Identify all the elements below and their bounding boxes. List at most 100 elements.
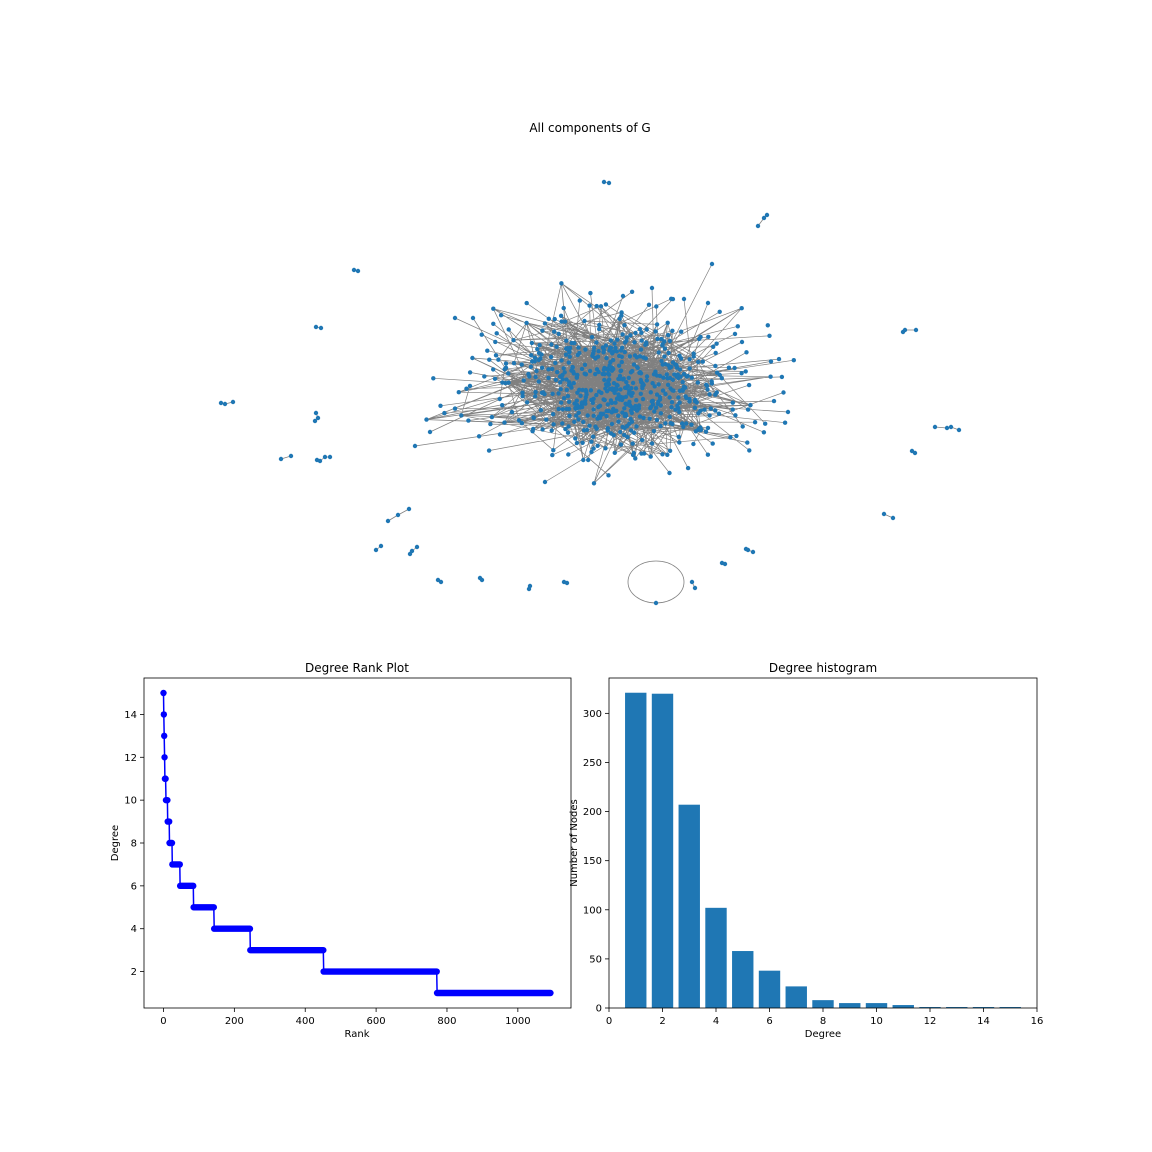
- graph-node: [593, 356, 598, 361]
- graph-node: [633, 330, 638, 336]
- graph-node: [728, 435, 733, 440]
- graph-node: [767, 333, 772, 338]
- graph-node: [560, 421, 565, 426]
- graph-node: [613, 345, 618, 350]
- degree-rank-plot: Degree Rank Plot 0 200 400 600 800 1000 2 4 6 8 1…: [110, 661, 572, 1040]
- graph-node: [660, 452, 665, 457]
- graph-node: [616, 419, 621, 424]
- graph-node: [711, 344, 716, 349]
- graph-node: [624, 335, 629, 340]
- graph-node: [566, 399, 572, 404]
- graph-node: [322, 454, 328, 460]
- graph-node: [373, 547, 379, 553]
- graph-node: [618, 442, 624, 447]
- graph-node: [612, 341, 617, 346]
- graph-node: [496, 357, 501, 362]
- graph-node: [677, 400, 682, 405]
- graph-node: [634, 424, 639, 429]
- graph-node: [669, 364, 674, 370]
- graph-node: [681, 424, 686, 430]
- graph-node: [565, 394, 571, 399]
- graph-node: [643, 356, 648, 361]
- graph-node: [735, 324, 740, 329]
- graph-node: [570, 365, 575, 370]
- graph-node: [546, 375, 551, 381]
- graph-node: [670, 360, 676, 365]
- graph-node: [556, 331, 561, 336]
- histogram-x-tick-label: 0: [606, 1016, 612, 1027]
- graph-node: [577, 298, 582, 303]
- graph-node: [698, 334, 703, 340]
- graph-node: [592, 345, 597, 350]
- graph-node: [627, 354, 633, 359]
- graph-node: [684, 421, 689, 426]
- graph-node: [395, 512, 401, 518]
- graph-node: [764, 212, 770, 218]
- graph-node: [618, 368, 623, 374]
- rank-point: [160, 711, 168, 718]
- graph-node: [691, 354, 696, 359]
- graph-node: [470, 315, 476, 321]
- graph-node: [732, 331, 738, 337]
- graph-node: [667, 470, 672, 476]
- graph-node: [524, 320, 529, 326]
- graph-node: [687, 366, 692, 371]
- graph-node: [575, 372, 580, 378]
- graph-node: [355, 268, 361, 274]
- graph-node: [587, 303, 592, 308]
- graph-node: [709, 379, 714, 384]
- graph-node: [579, 400, 585, 405]
- graph-node: [689, 375, 694, 380]
- graph-node: [533, 374, 538, 380]
- graph-node: [537, 342, 542, 348]
- rank-y-tick-label: 6: [131, 881, 137, 892]
- graph-node: [678, 356, 684, 361]
- graph-node: [661, 375, 666, 380]
- graph-node: [558, 313, 564, 318]
- graph-node: [608, 431, 614, 436]
- graph-node: [498, 313, 504, 318]
- graph-node: [913, 327, 919, 333]
- graph-node: [613, 400, 618, 405]
- graph-node: [560, 372, 565, 378]
- graph-node: [628, 333, 633, 338]
- graph-node: [564, 387, 569, 393]
- graph-node: [622, 432, 627, 438]
- rank-x-tick-label: 800: [437, 1016, 456, 1027]
- graph-node: [595, 443, 600, 448]
- graph-node: [662, 346, 668, 351]
- graph-node: [492, 376, 498, 381]
- graph-node: [677, 409, 682, 415]
- graph-node: [597, 322, 602, 328]
- graph-node: [649, 441, 655, 446]
- graph-node: [670, 296, 676, 302]
- histogram-title: Degree histogram: [769, 661, 877, 675]
- graph-node: [634, 408, 640, 413]
- graph-node: [431, 376, 436, 381]
- graph-node: [626, 375, 631, 381]
- graph-node: [743, 546, 749, 552]
- histogram-x-label: Degree: [805, 1029, 841, 1040]
- graph-node: [944, 425, 950, 431]
- graph-node: [562, 319, 568, 324]
- graph-node: [479, 577, 485, 583]
- graph-node: [559, 281, 564, 286]
- graph-node: [667, 448, 673, 453]
- graph-node: [588, 388, 594, 393]
- histogram-x-tick-label: 2: [659, 1016, 665, 1027]
- graph-node: [591, 434, 596, 439]
- graph-node: [486, 448, 492, 453]
- graph-node: [548, 354, 554, 360]
- graph-node: [768, 359, 774, 364]
- graph-node: [641, 382, 646, 387]
- graph-node: [594, 426, 599, 431]
- graph-node: [540, 427, 545, 432]
- graph-node: [625, 434, 630, 440]
- graph-node: [560, 377, 565, 382]
- graph-node: [544, 417, 549, 422]
- graph-node: [675, 403, 680, 408]
- histogram-bar: [865, 1003, 888, 1008]
- graph-node: [327, 454, 333, 460]
- graph-node: [409, 548, 415, 554]
- histogram-bar: [946, 1007, 968, 1008]
